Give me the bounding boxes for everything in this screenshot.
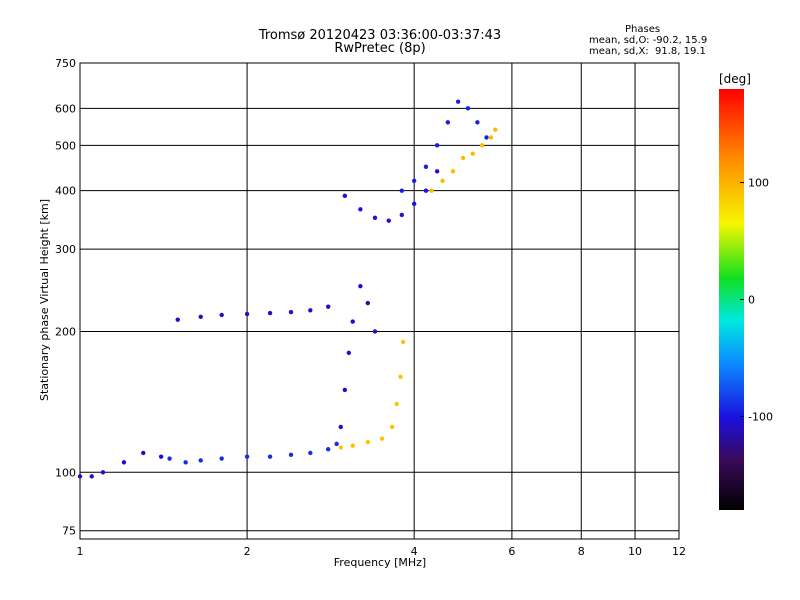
data-point — [488, 135, 494, 140]
y-tick-label: 75 — [62, 525, 76, 538]
data-point — [411, 201, 417, 206]
data-point — [350, 319, 355, 324]
data-point — [198, 458, 203, 463]
data-point — [372, 215, 378, 221]
colorbar-ticks: -100 0 100 — [740, 177, 773, 423]
data-point — [308, 450, 313, 456]
x-tick-label: 6 — [508, 545, 515, 558]
data-point — [158, 454, 164, 459]
colorbar-tick-label: -100 — [748, 410, 773, 423]
data-point — [455, 99, 461, 104]
data-point — [325, 447, 331, 452]
data-points — [77, 99, 498, 479]
data-point — [267, 310, 273, 316]
phase-stats-x: mean, sd,X: 91.8, 19.1 — [589, 46, 706, 57]
chart-title: Tromsø 20120423 03:36:00-03:37:43 — [258, 28, 502, 43]
data-point — [411, 178, 417, 183]
data-point — [399, 188, 405, 193]
data-point — [100, 470, 106, 475]
data-point — [219, 312, 224, 318]
data-point — [175, 317, 180, 322]
x-tick-label: 8 — [578, 545, 585, 558]
x-axis-label: Frequency [MHz] — [334, 556, 426, 569]
data-point — [89, 474, 94, 479]
data-point — [121, 460, 127, 465]
data-point — [423, 164, 429, 169]
data-point — [244, 311, 250, 317]
data-point — [484, 135, 489, 140]
data-point — [342, 387, 348, 393]
data-point — [470, 151, 475, 156]
data-point — [358, 207, 363, 212]
data-point — [350, 443, 355, 448]
y-tick-label: 200 — [55, 325, 76, 338]
y-tick-label: 600 — [55, 102, 76, 115]
data-point — [77, 474, 83, 479]
x-tick-label: 4 — [411, 545, 418, 558]
data-point — [288, 452, 294, 457]
x-tick-label: 10 — [628, 545, 642, 558]
data-point — [325, 304, 331, 309]
data-point — [434, 169, 440, 174]
y-tick-label: 300 — [55, 243, 76, 256]
y-tick-label: 100 — [55, 466, 76, 479]
data-point — [342, 193, 348, 199]
data-point — [167, 456, 172, 461]
data-point — [372, 329, 378, 334]
phases-heading: Phases — [625, 24, 661, 35]
x-tick-label: 2 — [244, 545, 251, 558]
data-point — [434, 143, 440, 148]
data-point — [386, 218, 391, 223]
data-point — [365, 439, 371, 445]
x-axis-ticks: 1 2 4 6 8 10 12 — [77, 545, 687, 558]
grid-lines — [80, 63, 679, 539]
data-point — [389, 424, 395, 430]
x-tick-label: 12 — [672, 545, 686, 558]
data-point — [423, 188, 429, 193]
data-point — [379, 436, 385, 441]
data-point — [394, 401, 399, 407]
y-tick-label: 750 — [55, 57, 76, 70]
data-point — [288, 309, 294, 315]
data-point — [334, 441, 339, 447]
data-point — [479, 143, 485, 148]
colorbar — [719, 89, 744, 510]
data-point — [338, 424, 343, 430]
data-point — [445, 120, 451, 125]
y-axis-label: Stationary phase Virtual Height [km] — [38, 199, 51, 401]
data-point — [141, 450, 146, 456]
colorbar-label: [deg] — [719, 72, 751, 86]
chart-subtitle: RwPretec (8p) — [334, 41, 426, 56]
data-point — [244, 454, 250, 459]
data-point — [493, 127, 498, 132]
phase-stats-o: mean, sd,O: -90.2, 15.9 — [589, 35, 708, 46]
data-point — [429, 188, 434, 193]
data-point — [358, 283, 363, 289]
data-point — [198, 314, 203, 319]
data-point — [398, 374, 403, 380]
data-point — [400, 339, 406, 345]
y-tick-label: 400 — [55, 185, 76, 198]
colorbar-tick-label: 0 — [748, 294, 755, 307]
data-point — [219, 456, 224, 461]
data-point — [475, 120, 480, 125]
data-point — [183, 460, 188, 465]
data-point — [346, 350, 352, 356]
data-point — [460, 155, 466, 161]
data-point — [399, 212, 405, 218]
data-point — [465, 106, 471, 111]
data-point — [365, 300, 371, 306]
x-tick-label: 1 — [77, 545, 84, 558]
data-point — [338, 445, 343, 450]
data-point — [267, 454, 273, 459]
colorbar-tick-label: 100 — [748, 177, 769, 190]
data-point — [440, 178, 445, 183]
plot-area — [79, 62, 680, 540]
data-point — [450, 169, 456, 174]
y-tick-label: 500 — [55, 139, 76, 152]
y-axis-ticks: 75 100 200 300 400 500 600 750 — [55, 57, 76, 538]
data-point — [308, 308, 313, 313]
